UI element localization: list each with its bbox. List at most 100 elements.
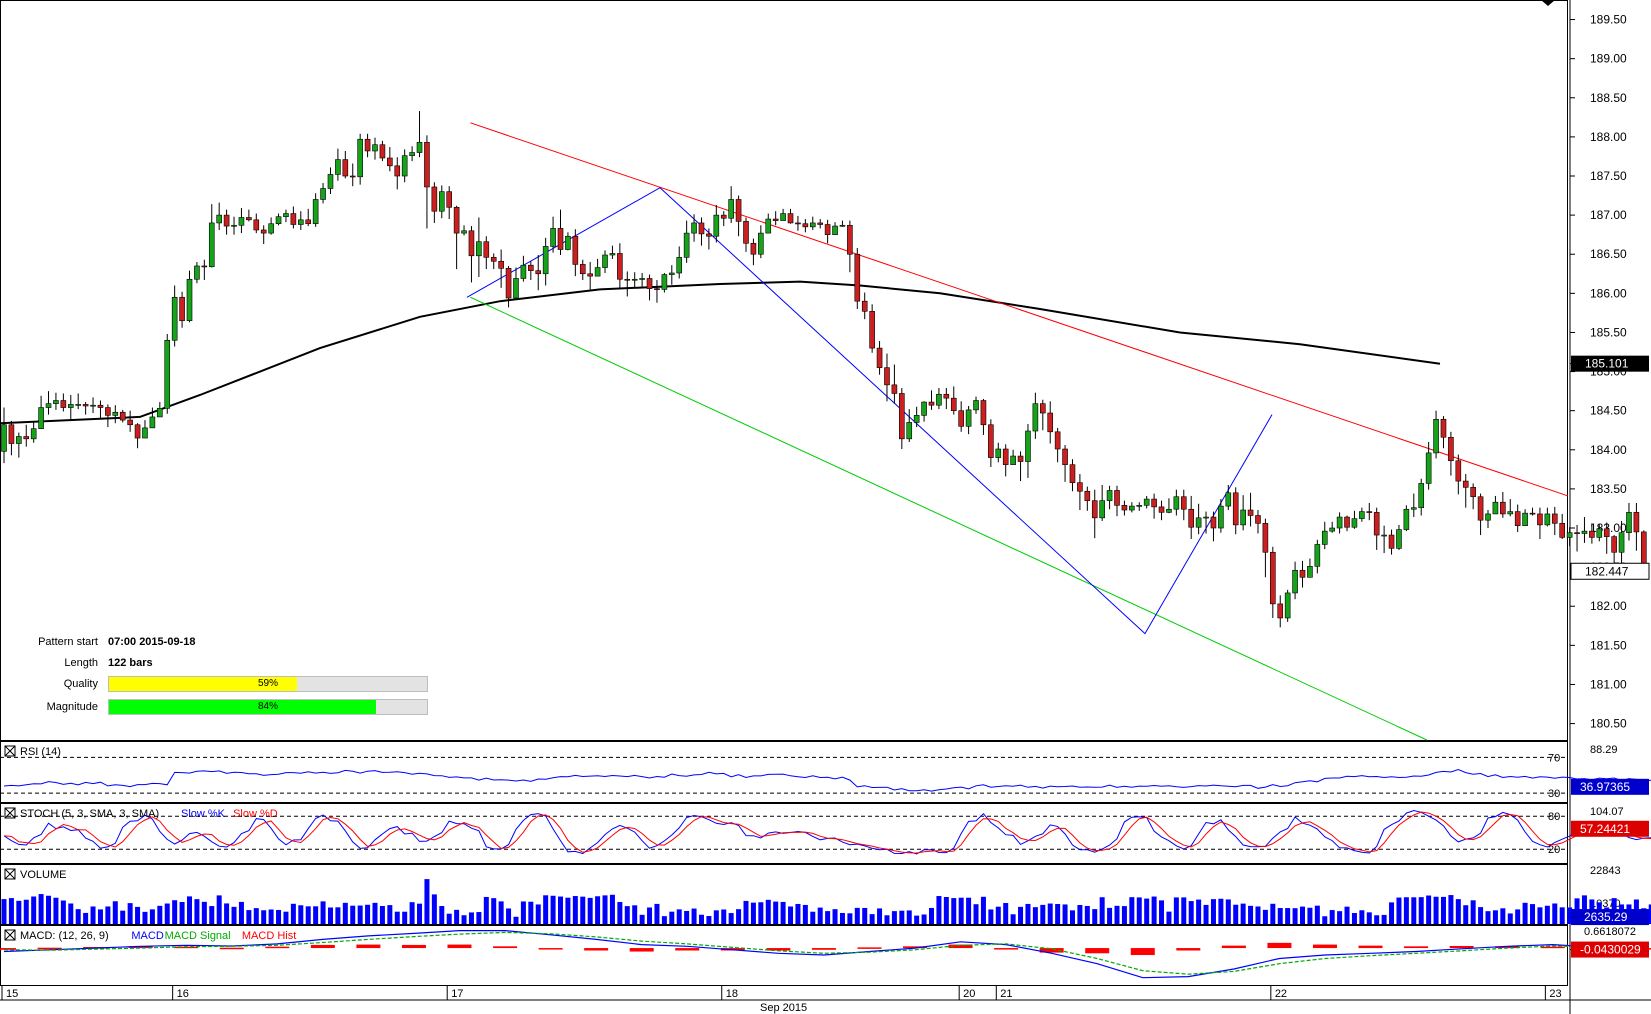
candle-body bbox=[1529, 512, 1536, 515]
macd-hist-bar bbox=[356, 944, 381, 949]
volume-bar bbox=[609, 894, 615, 924]
candle-body bbox=[1225, 492, 1232, 507]
macd-hist-bar bbox=[1358, 945, 1383, 949]
volume-bar bbox=[439, 906, 445, 924]
volume-bar bbox=[832, 909, 838, 924]
rsi-panel-frame bbox=[0, 741, 1568, 803]
volume-bar bbox=[402, 911, 408, 924]
volume-bar bbox=[1018, 906, 1024, 924]
candle-body bbox=[105, 407, 111, 416]
candle-body bbox=[446, 191, 453, 208]
volume-bar bbox=[60, 900, 66, 924]
volume-bar bbox=[1032, 907, 1038, 924]
x-axis-tick-label: 15 bbox=[6, 988, 18, 1000]
price-y-tick-label: 189.00 bbox=[1590, 52, 1627, 66]
candle-body bbox=[1, 424, 7, 452]
x-axis-tick-label: 23 bbox=[1549, 988, 1561, 1000]
candle-body bbox=[505, 268, 512, 299]
macd-panel-frame bbox=[0, 925, 1568, 986]
candle-body bbox=[1411, 507, 1417, 510]
volume-bar bbox=[691, 908, 697, 924]
price-y-tick-label: 185.50 bbox=[1590, 325, 1627, 339]
volume-bar bbox=[1262, 909, 1268, 924]
volume-bar bbox=[1025, 903, 1031, 924]
volume-toggle-cross bbox=[4, 868, 16, 880]
volume-bar bbox=[899, 910, 905, 924]
volume-bar bbox=[127, 903, 133, 924]
volume-title: VOLUME bbox=[20, 869, 66, 881]
price-y-tick-label: 186.50 bbox=[1590, 247, 1627, 261]
volume-bar bbox=[365, 904, 371, 924]
volume-bar bbox=[238, 901, 244, 924]
candle-body bbox=[1292, 569, 1298, 594]
candle-body bbox=[1232, 492, 1239, 526]
volume-bar bbox=[431, 894, 437, 924]
volume-bar bbox=[1366, 912, 1372, 924]
volume-bar bbox=[587, 897, 593, 924]
candle-body bbox=[988, 424, 994, 458]
macd-signal-line bbox=[3, 931, 1644, 975]
macd-hist-bar bbox=[1085, 948, 1110, 954]
volume-bar bbox=[891, 911, 897, 924]
macd-hist-bar bbox=[265, 946, 290, 949]
candle-body bbox=[1143, 498, 1150, 506]
candle-body bbox=[1618, 532, 1625, 553]
volume-bar bbox=[1411, 897, 1417, 924]
candle-body bbox=[1455, 460, 1462, 482]
volume-bar bbox=[1003, 903, 1009, 924]
volume-bar bbox=[1381, 914, 1387, 924]
volume-bar bbox=[758, 902, 764, 924]
candle-body bbox=[1136, 505, 1143, 507]
candle-body bbox=[1040, 403, 1046, 414]
candle-body bbox=[750, 242, 757, 255]
candle-body bbox=[1507, 511, 1514, 515]
candle-body bbox=[142, 427, 148, 439]
rsi-level-label: 70 bbox=[1548, 752, 1560, 764]
volume-bar bbox=[669, 911, 675, 924]
quality-value: 59% bbox=[257, 678, 278, 689]
candle-body bbox=[208, 222, 215, 268]
candle-body bbox=[861, 300, 868, 312]
macd-hist-bar bbox=[1267, 942, 1292, 949]
macd-hist-bar bbox=[37, 947, 62, 950]
candle-body bbox=[1166, 508, 1172, 513]
macd-hist-bar bbox=[1039, 948, 1064, 953]
candle-body bbox=[743, 221, 749, 244]
candle-body bbox=[349, 175, 356, 178]
volume-bar bbox=[1270, 903, 1276, 924]
candle-body bbox=[1284, 592, 1291, 619]
quality-label: Quality bbox=[63, 678, 98, 690]
volume-bar bbox=[654, 903, 660, 924]
candle-body bbox=[1403, 508, 1410, 530]
volume-bar bbox=[1515, 909, 1521, 924]
x-axis-month-label: Sep 2015 bbox=[760, 1002, 807, 1014]
stoch-level-label: 20 bbox=[1548, 844, 1560, 856]
volume-bar bbox=[1552, 903, 1558, 924]
macd-hist-bar bbox=[1540, 946, 1565, 949]
macd-hist-bar bbox=[401, 944, 426, 949]
candle-body bbox=[1351, 518, 1358, 528]
volume-bar bbox=[1225, 899, 1231, 924]
volume-bar bbox=[817, 907, 823, 924]
candle-body bbox=[23, 436, 30, 440]
quality-bar-fill bbox=[109, 677, 297, 691]
volume-bar bbox=[194, 899, 200, 924]
volume-bar bbox=[83, 912, 89, 924]
candle-body bbox=[936, 393, 942, 406]
candle-body bbox=[884, 367, 890, 386]
volume-bar bbox=[1285, 908, 1291, 924]
volume-bar bbox=[38, 894, 44, 924]
candle-body bbox=[260, 229, 267, 234]
volume-bar bbox=[298, 905, 304, 924]
candle-body bbox=[476, 241, 482, 257]
volume-bar bbox=[1240, 903, 1246, 924]
macd-title: MACD: (12, 26, 9) bbox=[20, 930, 109, 942]
stoch-toggle-cross bbox=[4, 807, 16, 819]
last-price-value-box bbox=[1570, 562, 1650, 580]
candle-body bbox=[75, 404, 81, 406]
volume-bar bbox=[164, 903, 170, 924]
macd-hist-bar bbox=[584, 948, 609, 951]
candle-body bbox=[1611, 536, 1617, 553]
macd-hist-bar bbox=[1312, 944, 1337, 949]
